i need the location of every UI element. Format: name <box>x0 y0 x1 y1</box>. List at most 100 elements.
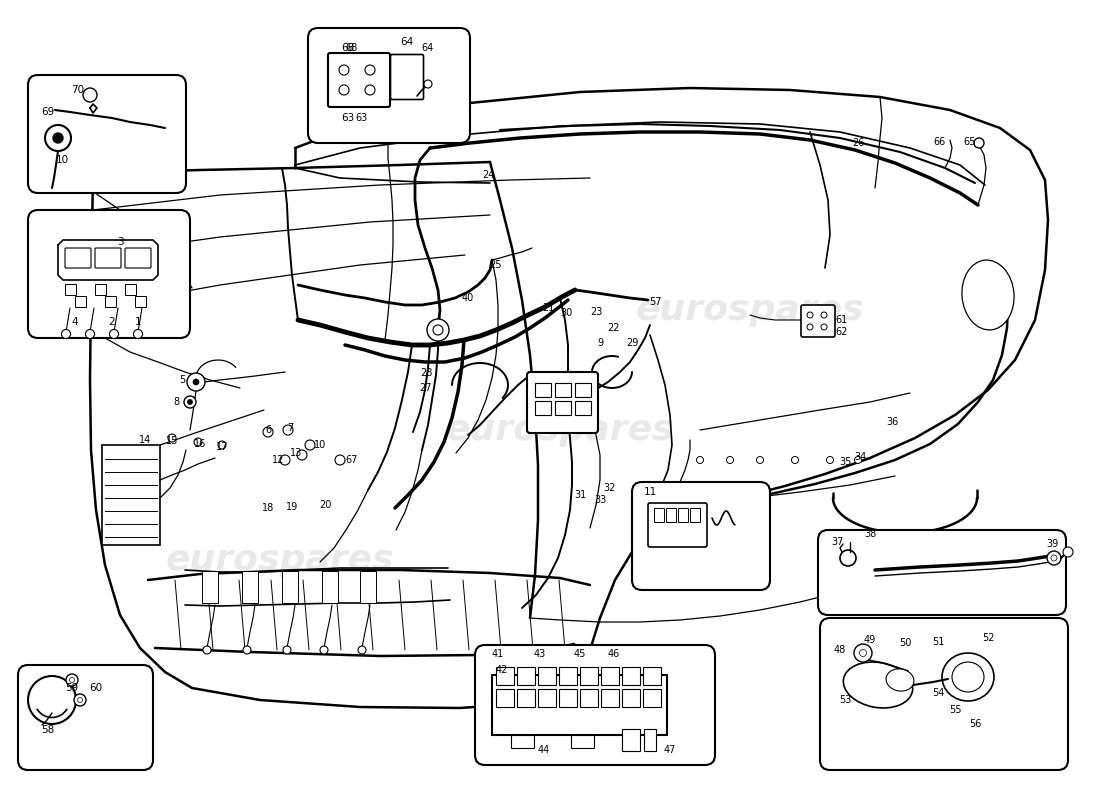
Circle shape <box>424 80 432 88</box>
Bar <box>102 445 160 545</box>
FancyBboxPatch shape <box>106 297 117 307</box>
Circle shape <box>339 85 349 95</box>
Circle shape <box>243 646 251 654</box>
Ellipse shape <box>961 260 1014 330</box>
FancyBboxPatch shape <box>28 210 190 338</box>
Text: 27: 27 <box>420 383 432 393</box>
Bar <box>575 401 591 415</box>
Text: 1: 1 <box>134 317 141 327</box>
Circle shape <box>28 676 76 724</box>
Circle shape <box>263 427 273 437</box>
FancyBboxPatch shape <box>820 618 1068 770</box>
Text: 55: 55 <box>948 705 961 715</box>
Bar <box>496 667 514 685</box>
Bar <box>517 689 535 707</box>
Circle shape <box>204 646 211 654</box>
Text: 41: 41 <box>492 649 504 659</box>
Text: 37: 37 <box>832 537 844 547</box>
Circle shape <box>218 441 226 449</box>
Bar <box>202 571 218 603</box>
Text: 39: 39 <box>1046 539 1058 549</box>
Text: 68: 68 <box>341 43 354 53</box>
Text: 10: 10 <box>55 155 68 165</box>
Text: 51: 51 <box>932 637 944 647</box>
Text: 30: 30 <box>560 308 572 318</box>
Text: 61: 61 <box>836 315 848 325</box>
FancyBboxPatch shape <box>572 735 594 749</box>
Circle shape <box>168 434 176 442</box>
FancyBboxPatch shape <box>527 372 598 433</box>
Text: 64: 64 <box>400 37 414 47</box>
FancyBboxPatch shape <box>632 482 770 590</box>
Bar <box>556 383 571 397</box>
Circle shape <box>826 457 834 463</box>
Circle shape <box>821 324 827 330</box>
Bar <box>690 508 700 522</box>
Ellipse shape <box>844 662 913 708</box>
Text: 8: 8 <box>173 397 179 407</box>
Circle shape <box>187 373 205 391</box>
Bar <box>644 667 661 685</box>
Text: 20: 20 <box>319 500 331 510</box>
Circle shape <box>433 325 443 335</box>
Text: 46: 46 <box>608 649 620 659</box>
Text: 21: 21 <box>542 303 554 313</box>
Text: 28: 28 <box>420 368 432 378</box>
Circle shape <box>62 330 70 338</box>
Bar <box>538 689 556 707</box>
FancyBboxPatch shape <box>125 248 151 268</box>
Text: 63: 63 <box>356 113 369 123</box>
FancyBboxPatch shape <box>648 503 707 547</box>
Text: 23: 23 <box>590 307 602 317</box>
FancyBboxPatch shape <box>95 248 121 268</box>
Circle shape <box>283 425 293 435</box>
Text: 38: 38 <box>864 529 876 539</box>
FancyBboxPatch shape <box>18 665 153 770</box>
Circle shape <box>854 644 872 662</box>
Text: 6: 6 <box>265 425 271 435</box>
Text: 18: 18 <box>262 503 274 513</box>
Circle shape <box>365 65 375 75</box>
Text: 42: 42 <box>496 665 508 675</box>
Circle shape <box>283 646 292 654</box>
FancyBboxPatch shape <box>96 285 107 295</box>
FancyBboxPatch shape <box>76 297 87 307</box>
Circle shape <box>69 678 75 682</box>
Circle shape <box>974 138 984 148</box>
Circle shape <box>365 85 375 95</box>
FancyBboxPatch shape <box>135 297 146 307</box>
Bar <box>580 689 598 707</box>
Text: 69: 69 <box>42 107 55 117</box>
Text: 29: 29 <box>626 338 638 348</box>
Circle shape <box>336 455 345 465</box>
Bar <box>559 689 578 707</box>
Circle shape <box>280 455 290 465</box>
Text: 36: 36 <box>886 417 898 427</box>
Text: 44: 44 <box>538 745 550 755</box>
Bar <box>492 675 667 735</box>
FancyBboxPatch shape <box>801 305 835 337</box>
Circle shape <box>859 650 867 657</box>
Circle shape <box>77 698 82 702</box>
Circle shape <box>726 457 734 463</box>
Bar <box>666 508 676 522</box>
Bar <box>538 667 556 685</box>
Text: 14: 14 <box>139 435 151 445</box>
Text: 3: 3 <box>117 237 123 247</box>
Text: 54: 54 <box>932 688 944 698</box>
FancyBboxPatch shape <box>125 285 136 295</box>
Text: 2: 2 <box>109 317 116 327</box>
Text: 11: 11 <box>644 487 657 497</box>
Circle shape <box>305 440 315 450</box>
Text: 35: 35 <box>839 457 851 467</box>
Bar <box>621 667 640 685</box>
FancyBboxPatch shape <box>65 248 91 268</box>
Circle shape <box>358 646 366 654</box>
Text: eurospares: eurospares <box>166 543 394 577</box>
Text: 64: 64 <box>422 43 435 53</box>
Bar <box>322 571 338 603</box>
Circle shape <box>66 674 78 686</box>
FancyBboxPatch shape <box>66 285 77 295</box>
Ellipse shape <box>952 662 984 692</box>
Circle shape <box>110 330 119 338</box>
